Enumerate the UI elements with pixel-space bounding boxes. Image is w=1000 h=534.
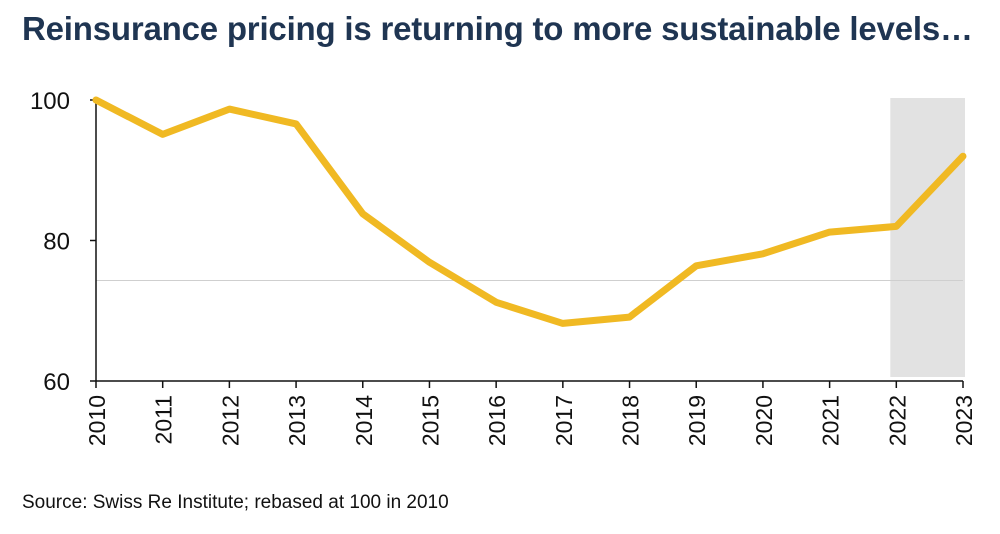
chart-title: Reinsurance pricing is returning to more… xyxy=(22,10,973,47)
x-tick-label: 2022 xyxy=(884,395,910,446)
x-tick-label: 2023 xyxy=(951,395,977,446)
x-tick-label: 2021 xyxy=(818,395,844,446)
x-tick-label: 2018 xyxy=(618,395,644,446)
x-tick-label: 2019 xyxy=(684,395,710,446)
y-tick-label: 100 xyxy=(30,88,70,115)
source-note: Source: Swiss Re Institute; rebased at 1… xyxy=(22,492,449,513)
y-tick-label: 60 xyxy=(43,369,70,396)
x-tick-label: 2012 xyxy=(217,395,243,446)
x-tick-label: 2017 xyxy=(551,395,577,446)
x-tick-label: 2011 xyxy=(151,395,177,444)
x-tick-label: 2016 xyxy=(484,395,510,446)
series-line xyxy=(92,96,967,327)
x-tick-label: 2015 xyxy=(417,395,443,446)
x-tick-label: 2014 xyxy=(351,395,377,446)
y-tick-label: 80 xyxy=(43,229,70,256)
x-tick-label: 2020 xyxy=(751,395,777,446)
x-tick-label: 2013 xyxy=(284,395,310,446)
x-tick-label: 2010 xyxy=(84,395,110,446)
highlight-region xyxy=(890,98,965,377)
